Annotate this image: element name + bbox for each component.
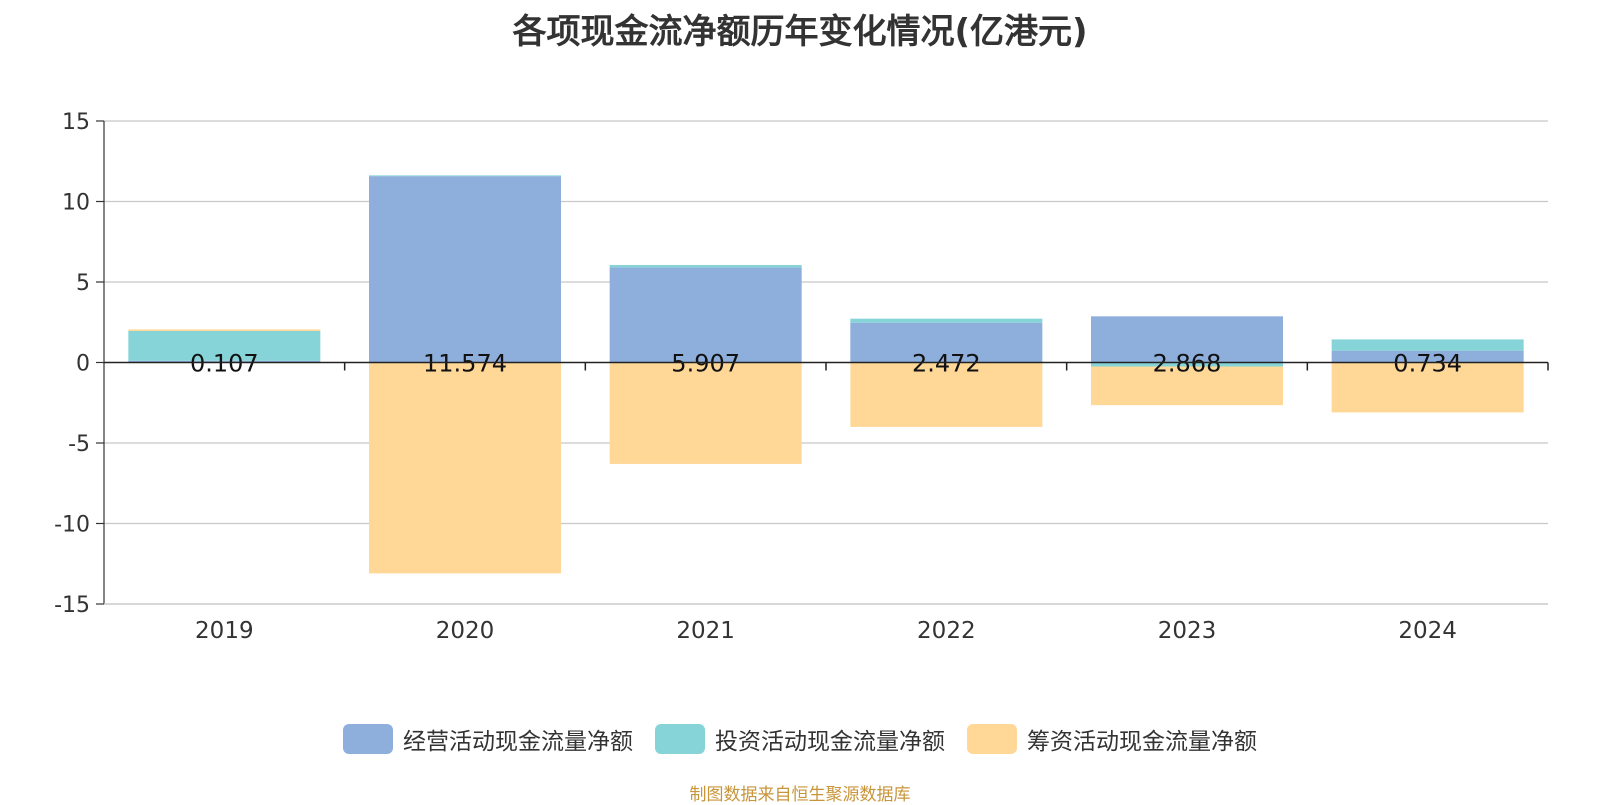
bar-financing-2020[interactable] bbox=[369, 362, 561, 574]
data-source-note: 制图数据来自恒生聚源数据库 bbox=[689, 785, 911, 805]
bar-investing-2023[interactable] bbox=[1091, 362, 1283, 367]
x-tick-label: 2020 bbox=[436, 618, 495, 644]
bar-financing-2024[interactable] bbox=[1331, 362, 1524, 413]
bar-investing-2019[interactable] bbox=[128, 330, 321, 361]
bar-financing-2023[interactable] bbox=[1091, 366, 1283, 406]
bar-investing-2020[interactable] bbox=[369, 175, 561, 177]
bar-investing-2022[interactable] bbox=[850, 318, 1043, 323]
bar-operating-2019[interactable] bbox=[128, 360, 321, 363]
x-tick-label: 2023 bbox=[1158, 618, 1217, 644]
data-label-operating: 11.574 bbox=[423, 350, 507, 378]
legend-label-operating: 经营活动现金流量净额 bbox=[403, 729, 633, 755]
legend-item-investing[interactable]: 投资活动现金流量净额 bbox=[655, 722, 945, 756]
bar-operating-2021[interactable] bbox=[609, 267, 802, 363]
legend-item-operating[interactable]: 经营活动现金流量净额 bbox=[343, 722, 633, 756]
legend-swatch-financing bbox=[967, 724, 1017, 754]
cashflow-bar-chart: 15 10 5 0 -5 -10 -15 0.107 2019 11.574 2020 5.907 20… bbox=[54, 110, 1549, 644]
bar-operating-2023[interactable] bbox=[1091, 316, 1283, 363]
x-tick-label: 2021 bbox=[676, 618, 735, 644]
legend-swatch-investing bbox=[655, 724, 705, 754]
data-label-operating: 0.107 bbox=[190, 350, 259, 378]
chart-legend: 经营活动现金流量净额 投资活动现金流量净额 筹资活动现金流量净额 bbox=[0, 722, 1600, 756]
y-tick-label: -5 bbox=[68, 432, 90, 457]
bar-financing-2021[interactable] bbox=[609, 362, 802, 464]
data-label-operating: 2.472 bbox=[912, 350, 981, 378]
y-tick-label: 5 bbox=[76, 271, 90, 296]
y-tick-label: 10 bbox=[62, 191, 90, 216]
bar-investing-2021[interactable] bbox=[609, 264, 802, 268]
x-tick-label: 2022 bbox=[917, 618, 976, 644]
y-tick-label: -10 bbox=[54, 513, 90, 538]
bar-financing-2019[interactable] bbox=[128, 329, 321, 331]
y-tick-label: 15 bbox=[62, 110, 90, 135]
bar-operating-2024[interactable] bbox=[1331, 350, 1524, 363]
legend-label-investing: 投资活动现金流量净额 bbox=[715, 729, 945, 755]
bar-financing-2022[interactable] bbox=[850, 362, 1043, 427]
y-tick-label: 0 bbox=[76, 352, 90, 377]
legend-item-financing[interactable]: 筹资活动现金流量净额 bbox=[967, 722, 1257, 756]
y-tick-label: -15 bbox=[54, 593, 90, 618]
data-label-operating: 0.734 bbox=[1393, 350, 1462, 378]
legend-swatch-operating bbox=[343, 724, 393, 754]
x-tick-label: 2019 bbox=[195, 618, 254, 644]
chart-title: 各项现金流净额历年变化情况(亿港元) bbox=[512, 12, 1088, 52]
bar-investing-2024[interactable] bbox=[1331, 339, 1524, 351]
legend-label-financing: 筹资活动现金流量净额 bbox=[1027, 729, 1257, 755]
bar-operating-2020[interactable] bbox=[369, 176, 561, 363]
data-label-operating: 5.907 bbox=[671, 350, 740, 378]
data-label-operating: 2.868 bbox=[1153, 350, 1222, 378]
x-tick-label: 2024 bbox=[1398, 618, 1457, 644]
bar-operating-2022[interactable] bbox=[850, 322, 1043, 363]
